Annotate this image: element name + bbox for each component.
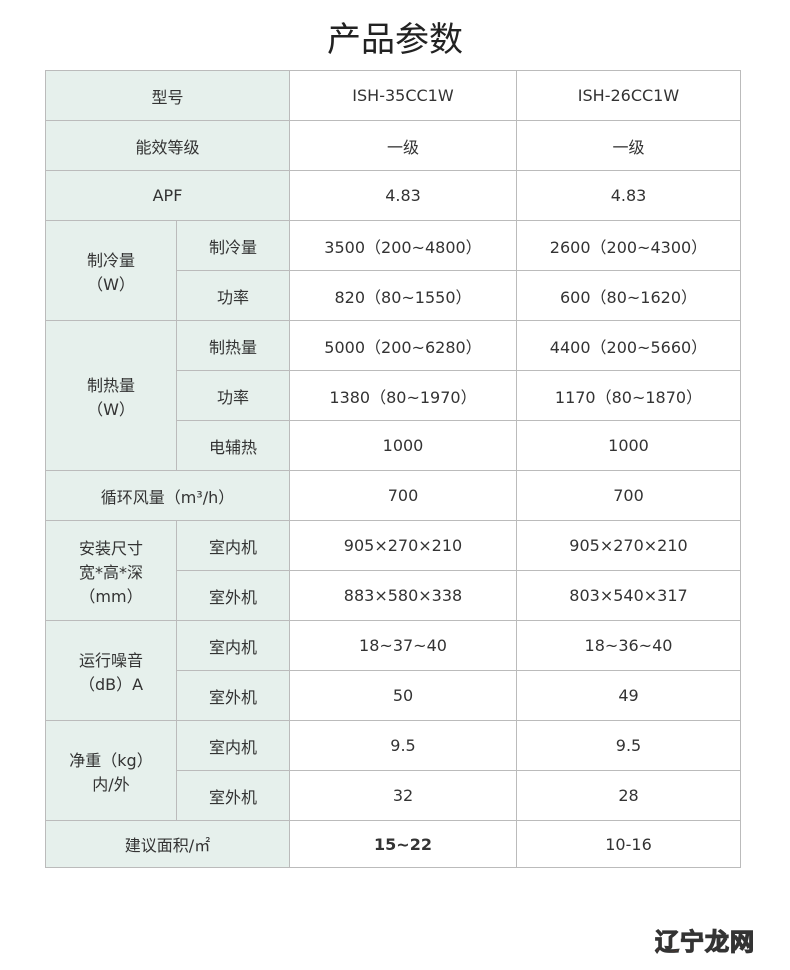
cell: 9.5 xyxy=(516,720,741,771)
cell: 4.83 xyxy=(516,170,741,221)
row-label: 型号 xyxy=(45,70,290,121)
cell: 700 xyxy=(289,470,517,521)
sub-label: 电辅热 xyxy=(176,420,290,471)
cell: 820（80~1550） xyxy=(289,270,517,321)
table-row: 室外机 32 28 xyxy=(46,770,741,821)
table-row: 电辅热 1000 1000 xyxy=(46,420,741,471)
table-row: 功率 1380（80~1970） 1170（80~1870） xyxy=(46,370,741,421)
table-row: APF 4.83 4.83 xyxy=(45,170,741,221)
cell: 5000（200~6280） xyxy=(289,320,517,371)
row-label: APF xyxy=(45,170,290,221)
cell: 18~36~40 xyxy=(516,620,741,671)
cell: 18~37~40 xyxy=(289,620,517,671)
watermark-logo: 辽宁龙网 xyxy=(655,927,755,956)
cell: 32 xyxy=(289,770,517,821)
sub-label: 制冷量 xyxy=(176,220,290,271)
cell: 1170（80~1870） xyxy=(516,370,741,421)
cell: 600（80~1620） xyxy=(516,270,741,321)
sub-label: 室内机 xyxy=(176,520,290,571)
table-row: 运行噪音 （dB）A 室内机 18~37~40 18~36~40 xyxy=(45,620,741,721)
sub-label: 功率 xyxy=(176,370,290,421)
table-row: 功率 820（80~1550） 600（80~1620） xyxy=(46,270,741,321)
sub-label: 制热量 xyxy=(176,320,290,371)
page-title: 产品参数 xyxy=(327,20,463,60)
row-label: 循环风量（m³/h） xyxy=(45,470,290,521)
table-row: 制冷量 （W） 制冷量 3500（200~4800） 2600（200~4300） xyxy=(45,220,741,321)
group-label: 运行噪音 （dB）A xyxy=(45,620,177,721)
cell: 1380（80~1970） xyxy=(289,370,517,421)
cell: 1000 xyxy=(289,420,517,471)
group-label: 制热量 （W） xyxy=(45,320,177,471)
cell: 50 xyxy=(289,670,517,721)
table-row: 室外机 50 49 xyxy=(46,670,741,721)
cell: 905×270×210 xyxy=(289,520,517,571)
sub-label: 功率 xyxy=(176,270,290,321)
row-label: 能效等级 xyxy=(45,120,290,171)
cell: 49 xyxy=(516,670,741,721)
cell: 700 xyxy=(516,470,741,521)
row-label: 建议面积/㎡ xyxy=(45,820,290,868)
group-label: 制冷量 （W） xyxy=(45,220,177,321)
cell: ISH-35CC1W xyxy=(289,70,517,121)
cell: 28 xyxy=(516,770,741,821)
cell: 2600（200~4300） xyxy=(516,220,741,271)
table-row: 净重（kg） 内/外 室内机 9.5 9.5 xyxy=(45,720,741,821)
cell: 883×580×338 xyxy=(289,570,517,621)
cell: 4400（200~5660） xyxy=(516,320,741,371)
table-row: 安装尺寸 宽*高*深 （mm） 室内机 905×270×210 905×270×210 xyxy=(45,520,741,621)
group-label: 安装尺寸 宽*高*深 （mm） xyxy=(45,520,177,621)
table-row: 室外机 883×580×338 803×540×317 xyxy=(46,570,741,621)
sub-label: 室内机 xyxy=(176,720,290,771)
table-row: 能效等级 一级 一级 xyxy=(45,120,741,171)
cell: 4.83 xyxy=(289,170,517,221)
cell: 一级 xyxy=(516,120,741,171)
cell: 905×270×210 xyxy=(516,520,741,571)
table-row: 循环风量（m³/h） 700 700 xyxy=(45,470,741,521)
cell: 10-16 xyxy=(516,820,741,868)
table-row: 型号 ISH-35CC1W ISH-26CC1W xyxy=(45,70,741,121)
sub-label: 室外机 xyxy=(176,570,290,621)
cell: 15~22 xyxy=(289,820,517,868)
cell: 9.5 xyxy=(289,720,517,771)
table-row: 建议面积/㎡ 15~22 10-16 xyxy=(45,820,741,868)
cell: 一级 xyxy=(289,120,517,171)
sub-label: 室外机 xyxy=(176,670,290,721)
spec-table: 型号 ISH-35CC1W ISH-26CC1W 能效等级 一级 一级 APF 4.83 4… xyxy=(45,70,741,868)
cell: 803×540×317 xyxy=(516,570,741,621)
cell: ISH-26CC1W xyxy=(516,70,741,121)
table-row: 制热量 （W） 制热量 5000（200~6280） 4400（200~5660） xyxy=(45,320,741,471)
sub-label: 室内机 xyxy=(176,620,290,671)
cell: 1000 xyxy=(516,420,741,471)
group-label: 净重（kg） 内/外 xyxy=(45,720,177,821)
cell: 3500（200~4800） xyxy=(289,220,517,271)
sub-label: 室外机 xyxy=(176,770,290,821)
